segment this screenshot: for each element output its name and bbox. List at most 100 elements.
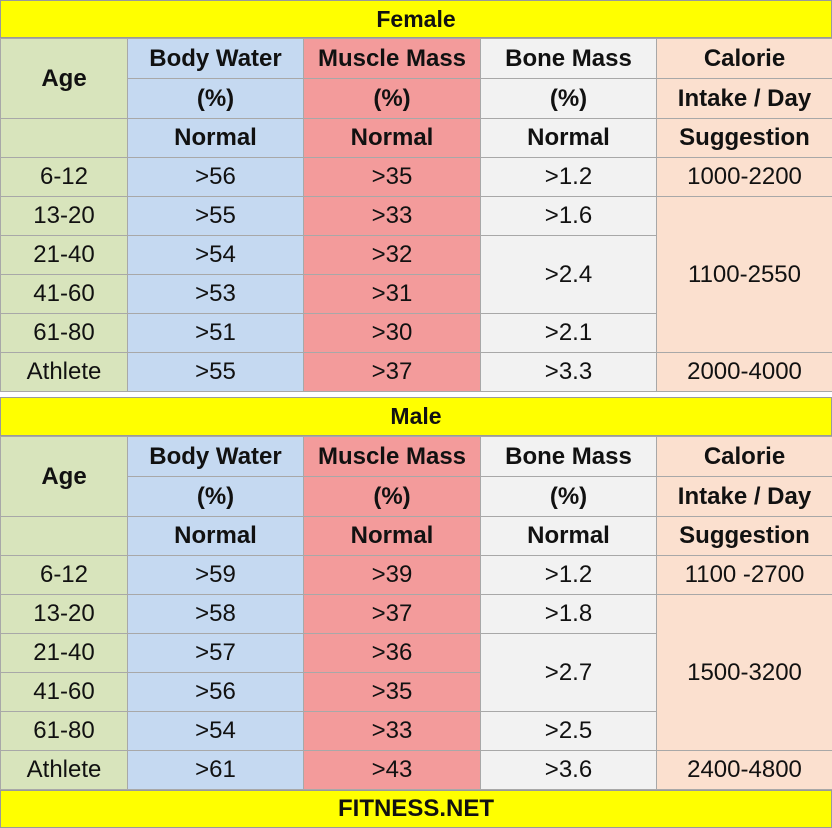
body-water-cell: >58 <box>127 594 304 634</box>
calorie-header: Calorie <box>656 38 832 79</box>
header-row-units: (%) (%) (%) Intake / Day <box>1 78 832 119</box>
muscle-mass-cell: >31 <box>303 274 481 314</box>
calorie-cell: 1100-2550 <box>656 196 832 353</box>
muscle-mass-cell: >39 <box>303 555 481 595</box>
body-water-cell: >53 <box>127 274 304 314</box>
calorie-unit: Intake / Day <box>656 476 832 517</box>
header-row: Age Body Water Muscle Mass Bone Mass Cal… <box>0 436 832 517</box>
bone-mass-cell: >2.4 <box>480 235 657 314</box>
body-water-subheader: Normal <box>127 118 304 158</box>
table-row: 21-40 >54 >32 >2.4 <box>0 235 832 314</box>
bone-mass-cell: >2.1 <box>480 313 657 353</box>
bone-mass-cell: >1.6 <box>480 196 657 236</box>
muscle-mass-header: Muscle Mass <box>303 436 481 477</box>
female-section-title: Female <box>0 0 832 38</box>
muscle-mass-subheader: Normal <box>303 118 481 158</box>
muscle-mass-cell: >33 <box>303 196 481 236</box>
age-cell: 6-12 <box>0 157 128 197</box>
body-water-cell: >57 <box>127 633 304 673</box>
age-cell: 6-12 <box>0 555 128 595</box>
age-cell: 21-40 <box>0 633 128 673</box>
male-section-title: Male <box>0 397 832 436</box>
calorie-cell: 1100 -2700 <box>656 555 832 595</box>
table-row: 6-12 >56 >35 >1.2 1000-2200 <box>0 157 832 197</box>
muscle-mass-cell: >36 <box>303 633 481 673</box>
muscle-mass-cell: >35 <box>303 157 481 197</box>
age-cell: 13-20 <box>0 594 128 634</box>
age-cell: 13-20 <box>0 196 128 236</box>
table-row: 21-40 >57 >36 >2.7 <box>0 633 832 712</box>
muscle-mass-cell: >32 <box>303 235 481 275</box>
body-water-cell: >55 <box>127 352 304 392</box>
muscle-mass-cell: >33 <box>303 711 481 751</box>
table-row: Athlete >61 >43 >3.6 2400-4800 <box>0 750 832 790</box>
age-cell: 41-60 <box>0 672 128 712</box>
table-row: 61-80 >54 >33 >2.5 <box>0 711 832 751</box>
body-water-cell: >54 <box>127 711 304 751</box>
muscle-mass-unit: (%) <box>303 78 481 119</box>
body-water-cell: >56 <box>127 672 304 712</box>
calorie-subheader: Suggestion <box>656 516 832 556</box>
body-water-unit: (%) <box>127 476 304 517</box>
muscle-mass-cell: >30 <box>303 313 481 353</box>
bone-mass-cell: >1.2 <box>480 555 657 595</box>
age-header: Age <box>0 436 128 517</box>
table-row: 13-20 >55 >33 >1.6 1100-2550 <box>0 196 832 353</box>
header-row-units: (%) (%) (%) Intake / Day <box>1 476 832 517</box>
bone-mass-subheader: Normal <box>480 118 657 158</box>
table-row: 61-80 >51 >30 >2.1 <box>0 313 832 353</box>
body-water-cell: >59 <box>127 555 304 595</box>
bone-mass-unit: (%) <box>480 78 657 119</box>
bone-mass-cell: >1.8 <box>480 594 657 634</box>
table-row: Athlete >55 >37 >3.3 2000-4000 <box>0 352 832 392</box>
body-water-cell: >61 <box>127 750 304 790</box>
body-water-cell: >56 <box>127 157 304 197</box>
body-water-cell: >51 <box>127 313 304 353</box>
calorie-unit: Intake / Day <box>656 78 832 119</box>
table-row: 6-12 >59 >39 >1.2 1100 -2700 <box>0 555 832 595</box>
calorie-cell: 1500-3200 <box>656 594 832 751</box>
muscle-mass-cell: >43 <box>303 750 481 790</box>
calorie-cell: 1000-2200 <box>656 157 832 197</box>
bone-mass-cell: >3.3 <box>480 352 657 392</box>
subheader-row: Normal Normal Normal Suggestion <box>0 118 832 158</box>
bone-mass-cell: >2.7 <box>480 633 657 712</box>
muscle-mass-subheader: Normal <box>303 516 481 556</box>
muscle-mass-header: Muscle Mass <box>303 38 481 79</box>
body-water-unit: (%) <box>127 78 304 119</box>
body-water-header: Body Water <box>127 436 304 477</box>
bone-mass-cell: >2.5 <box>480 711 657 751</box>
table-row: 41-60 >56 >35 <box>0 672 832 712</box>
body-water-cell: >55 <box>127 196 304 236</box>
table-row: 13-20 >58 >37 >1.8 1500-3200 <box>0 594 832 751</box>
female-table: Age Body Water Muscle Mass Bone Mass Cal… <box>0 38 832 392</box>
bone-mass-cell: >3.6 <box>480 750 657 790</box>
bone-mass-header: Bone Mass <box>480 38 657 79</box>
muscle-mass-cell: >35 <box>303 672 481 712</box>
body-water-cell: >54 <box>127 235 304 275</box>
calorie-subheader: Suggestion <box>656 118 832 158</box>
male-table: Age Body Water Muscle Mass Bone Mass Cal… <box>0 436 832 790</box>
bone-mass-unit: (%) <box>480 476 657 517</box>
muscle-mass-cell: >37 <box>303 594 481 634</box>
subheader-row: Normal Normal Normal Suggestion <box>0 516 832 556</box>
bone-mass-subheader: Normal <box>480 516 657 556</box>
calorie-cell: 2400-4800 <box>656 750 832 790</box>
age-cell: 41-60 <box>0 274 128 314</box>
header-row: Age Body Water Muscle Mass Bone Mass Cal… <box>0 38 832 119</box>
age-cell: Athlete <box>0 750 128 790</box>
bone-mass-cell: >1.2 <box>480 157 657 197</box>
age-subheader <box>0 516 128 556</box>
muscle-mass-unit: (%) <box>303 476 481 517</box>
calorie-header: Calorie <box>656 436 832 477</box>
bone-mass-header: Bone Mass <box>480 436 657 477</box>
body-water-header: Body Water <box>127 38 304 79</box>
age-cell: Athlete <box>0 352 128 392</box>
age-header: Age <box>0 38 128 119</box>
age-cell: 61-80 <box>0 711 128 751</box>
body-water-subheader: Normal <box>127 516 304 556</box>
age-cell: 61-80 <box>0 313 128 353</box>
age-subheader <box>0 118 128 158</box>
calorie-cell: 2000-4000 <box>656 352 832 392</box>
